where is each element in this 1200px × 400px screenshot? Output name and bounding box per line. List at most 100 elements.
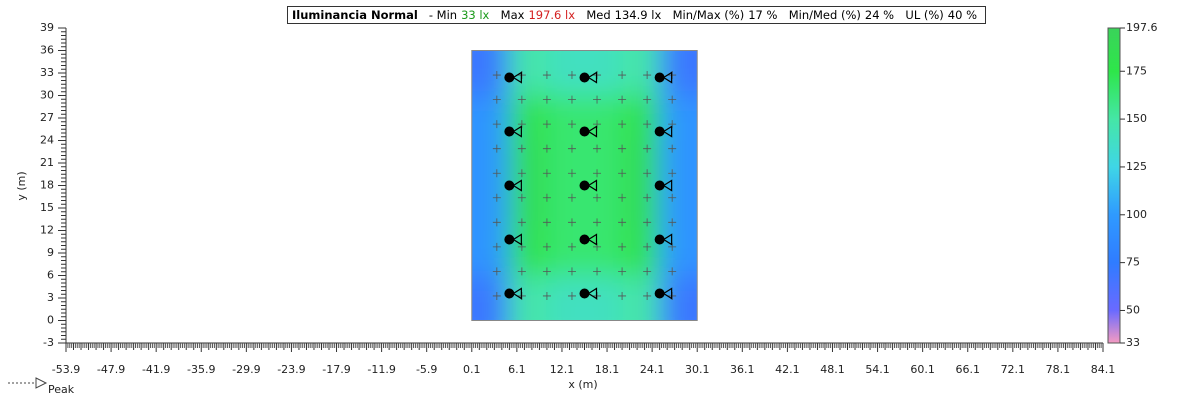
calc-point [542, 242, 551, 251]
heat-cell [584, 50, 623, 96]
label: UL (%) [905, 8, 944, 22]
calc-point [618, 120, 627, 129]
heat-cell [546, 275, 585, 321]
calc-point [618, 218, 627, 227]
x-tick-label: -29.9 [232, 363, 260, 376]
heat-cell [584, 275, 623, 321]
x-tick-label: 12.1 [550, 363, 575, 376]
x-tick-label: -17.9 [322, 363, 350, 376]
calc-point [517, 169, 526, 178]
luminaire-symbol [512, 233, 522, 246]
calc-point [542, 120, 551, 129]
luminaire-symbol [587, 287, 598, 300]
x-tick-label: -23.9 [277, 363, 305, 376]
x-tick-label: 18.1 [595, 363, 620, 376]
calc-point [492, 267, 501, 276]
luminaire-symbol [512, 179, 522, 192]
calc-point [643, 242, 652, 251]
calc-point [643, 95, 652, 104]
calc-point [643, 120, 652, 129]
luminaire [579, 234, 590, 245]
calc-point [643, 71, 652, 80]
calc-point [593, 169, 602, 178]
heat-cell [509, 275, 547, 321]
luminaire [504, 288, 515, 299]
calc-point [643, 218, 652, 227]
heat-cell [659, 140, 698, 186]
calc-point [542, 218, 551, 227]
heat-cell [546, 140, 585, 186]
calc-point [542, 291, 551, 300]
calc-point [593, 95, 602, 104]
luminaire [504, 72, 515, 83]
calc-point [618, 144, 627, 153]
calc-point [643, 144, 652, 153]
calc-point [618, 267, 627, 276]
calc-point [668, 144, 677, 153]
calc-point [517, 144, 526, 153]
x-tick-label: -47.9 [97, 363, 125, 376]
heat-cell [471, 140, 510, 186]
colorbar-tick-label: 75 [1126, 256, 1140, 269]
x-tick-label: 6.1 [508, 363, 526, 376]
calc-point [618, 291, 627, 300]
calc-point [593, 144, 602, 153]
luminaire-symbol [662, 71, 673, 84]
y-tick-label: 12 [40, 224, 54, 237]
calc-point [567, 120, 576, 129]
calc-point [492, 242, 501, 251]
y-tick-label: 33 [40, 66, 54, 79]
heat-cell [622, 140, 660, 186]
calc-point [593, 193, 602, 202]
luminaire-symbol [512, 125, 522, 138]
x-tick-label: 60.1 [910, 363, 935, 376]
luminaire-symbol [662, 233, 673, 246]
luminaire-symbol [587, 179, 598, 192]
room-outline [471, 50, 698, 321]
calc-point [643, 169, 652, 178]
label: Max [500, 8, 525, 22]
heat-cell [509, 185, 547, 231]
heat-cell [509, 230, 547, 276]
luminaire [504, 126, 515, 137]
heat-cell [659, 95, 698, 141]
colorbar-tick-label: 50 [1126, 303, 1140, 316]
calc-point [567, 193, 576, 202]
calc-point [643, 193, 652, 202]
y-tick-label: -3 [43, 336, 54, 349]
heat-cell [659, 185, 698, 231]
y-tick-label: 15 [40, 201, 54, 214]
y-tick-label: 0 [47, 314, 54, 327]
calc-point [542, 144, 551, 153]
heat-cell [471, 275, 510, 321]
x-tick-label: 78.1 [1046, 363, 1071, 376]
heat-cell [622, 185, 660, 231]
y-tick-label: 9 [47, 246, 54, 259]
calc-point [668, 95, 677, 104]
luminaire-symbol [512, 287, 522, 300]
calc-point [567, 242, 576, 251]
calc-point [668, 193, 677, 202]
calc-point [542, 193, 551, 202]
luminaire [504, 234, 515, 245]
y-tick-label: 30 [40, 89, 54, 102]
colorbar [1107, 27, 1121, 344]
y-tick-label: 27 [40, 111, 54, 124]
colorbar-tick-label: 175 [1126, 64, 1147, 77]
luminaire-symbol [587, 125, 598, 138]
value: 17 % [748, 8, 778, 22]
calc-point [492, 218, 501, 227]
value: 24 % [864, 8, 895, 22]
heat-cell [622, 275, 660, 321]
colorbar-tick-label: 125 [1126, 160, 1147, 173]
luminaire [579, 180, 590, 191]
calc-point [492, 120, 501, 129]
y-tick-label: 3 [47, 291, 54, 304]
label: - Min [428, 8, 458, 22]
heat-cell [471, 95, 510, 141]
calc-point [542, 95, 551, 104]
heat-cell [509, 95, 547, 141]
calc-point [668, 169, 677, 178]
calc-point [618, 242, 627, 251]
